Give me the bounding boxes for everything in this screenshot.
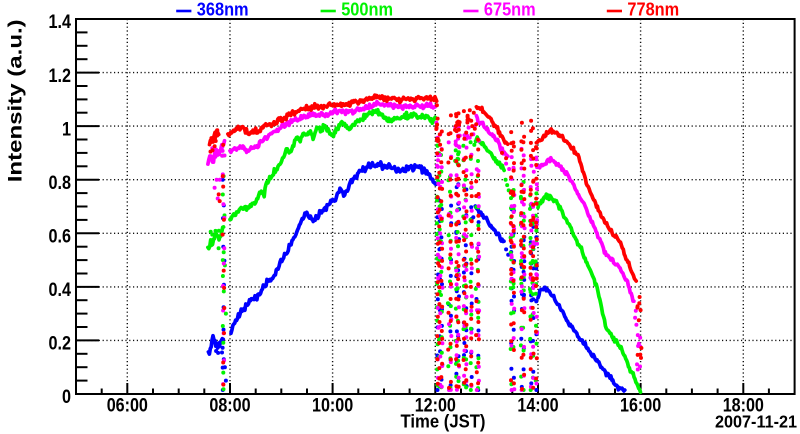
svg-text:0.2: 0.2 xyxy=(49,333,72,355)
svg-text:1.4: 1.4 xyxy=(49,11,72,33)
svg-text:778nm: 778nm xyxy=(627,0,679,19)
svg-text:14:00: 14:00 xyxy=(517,395,558,417)
svg-text:06:00: 06:00 xyxy=(107,395,148,417)
svg-text:16:00: 16:00 xyxy=(620,395,661,417)
svg-text:Time (JST): Time (JST) xyxy=(401,411,486,431)
svg-text:500nm: 500nm xyxy=(341,0,393,19)
svg-text:0: 0 xyxy=(62,386,71,408)
svg-text:08:00: 08:00 xyxy=(209,395,250,417)
svg-text:18:00: 18:00 xyxy=(723,395,764,417)
svg-text:12:00: 12:00 xyxy=(415,395,456,417)
svg-text:10:00: 10:00 xyxy=(312,395,353,417)
svg-text:675nm: 675nm xyxy=(484,0,536,19)
svg-text:368nm: 368nm xyxy=(197,0,249,19)
svg-text:1: 1 xyxy=(62,118,71,140)
svg-text:0.4: 0.4 xyxy=(49,279,72,301)
svg-text:Intensity (a.u.): Intensity (a.u.) xyxy=(4,19,26,182)
svg-text:0.6: 0.6 xyxy=(49,226,72,248)
svg-text:0.8: 0.8 xyxy=(49,172,72,194)
svg-text:1.2: 1.2 xyxy=(49,65,72,87)
svg-text:2007-11-21: 2007-11-21 xyxy=(715,412,797,432)
